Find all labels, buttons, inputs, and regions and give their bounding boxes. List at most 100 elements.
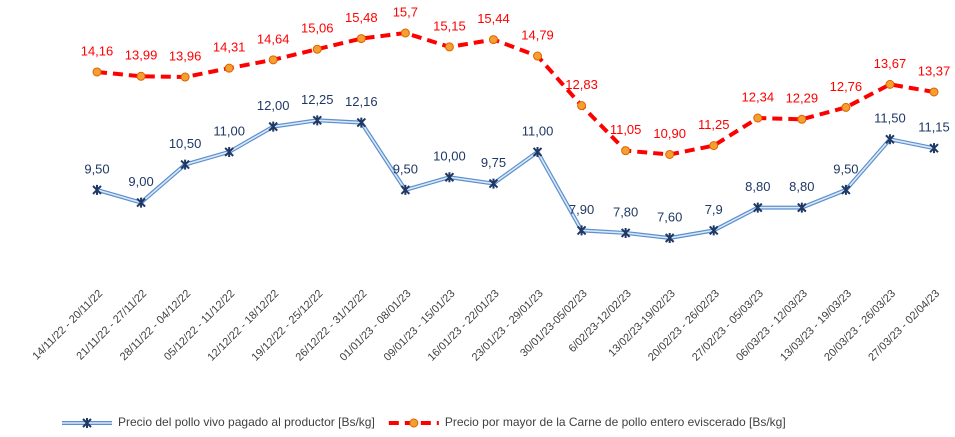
data-label: 9,75 [481, 155, 506, 170]
data-label: 10,50 [169, 136, 202, 151]
marker-shape [841, 184, 851, 195]
legend-marker [409, 418, 419, 428]
marker [885, 79, 895, 89]
marker-shape [753, 202, 763, 213]
marker [488, 35, 498, 45]
data-label: 12,34 [742, 89, 775, 104]
data-label: 14,79 [521, 27, 554, 42]
marker-shape [400, 184, 411, 195]
marker [664, 233, 675, 243]
marker [753, 113, 763, 123]
marker [532, 146, 543, 157]
marker-shape [532, 146, 543, 157]
marker [356, 117, 367, 128]
marker-shape [268, 121, 278, 132]
data-label: 14,16 [81, 43, 114, 58]
data-label: 9,50 [84, 161, 109, 176]
series-line [96, 119, 935, 239]
data-label: 7,9 [705, 202, 723, 217]
legend-marker [82, 418, 92, 428]
marker [356, 34, 366, 44]
series-line [96, 30, 935, 157]
legend-label: Precio por mayor de la Carne de pollo en… [445, 415, 786, 429]
marker [92, 184, 102, 195]
marker [224, 63, 234, 73]
marker [136, 197, 146, 208]
data-label: 7,60 [657, 209, 682, 224]
data-label: 11,00 [522, 123, 554, 138]
data-label: 12,83 [565, 77, 598, 92]
data-label: 12,00 [257, 98, 290, 113]
marker [488, 178, 499, 189]
data-label: 15,48 [345, 10, 378, 25]
marker [841, 102, 851, 112]
marker [533, 51, 543, 61]
marker [92, 67, 102, 77]
data-label: 13,67 [874, 56, 907, 71]
data-label: 14,31 [213, 40, 246, 55]
data-label: 10,00 [433, 149, 466, 164]
marker-shape [488, 178, 499, 189]
marker [268, 55, 278, 65]
marker [136, 71, 146, 81]
data-label: 12,25 [301, 92, 334, 107]
marker-shape [664, 233, 675, 243]
marker [576, 225, 587, 236]
data-label: 7,90 [569, 202, 594, 217]
marker [312, 44, 322, 54]
marker [224, 146, 234, 157]
marker [400, 184, 411, 195]
data-label: 12,16 [345, 94, 378, 109]
marker [929, 143, 939, 154]
data-label: 10,90 [653, 126, 686, 141]
data-label: 13,99 [125, 48, 158, 63]
data-label: 15,06 [301, 21, 334, 36]
marker-shape [797, 202, 807, 213]
marker [709, 225, 719, 236]
marker [444, 172, 455, 183]
data-label: 9,50 [833, 161, 858, 176]
marker-shape [224, 146, 234, 157]
marker-shape [885, 134, 895, 145]
data-label: 8,80 [789, 179, 814, 194]
data-label: 12,29 [786, 91, 819, 106]
marker-shape [92, 184, 102, 195]
legend-label: Precio del pollo vivo pagado al producto… [118, 415, 375, 429]
marker-shape [929, 143, 939, 154]
data-label: 11,50 [874, 111, 906, 126]
marker [268, 121, 278, 132]
data-label: 13,96 [169, 48, 202, 63]
marker [841, 184, 851, 195]
marker [753, 202, 763, 213]
marker-shape [709, 225, 719, 236]
data-label: 15,15 [433, 18, 466, 33]
marker [709, 141, 719, 151]
data-label: 7,80 [613, 204, 638, 219]
marker-shape [356, 117, 367, 128]
marker [400, 28, 410, 38]
data-label: 9,50 [393, 161, 418, 176]
marker [620, 227, 631, 238]
data-label: 11,00 [213, 123, 245, 138]
marker-shape [444, 172, 455, 183]
data-label: 9,00 [128, 174, 153, 189]
data-label: 15,44 [477, 11, 510, 26]
marker [621, 146, 631, 156]
data-label: 11,15 [918, 120, 950, 135]
marker-shape [312, 115, 322, 126]
marker [665, 149, 675, 159]
data-label: 13,37 [918, 63, 951, 78]
data-label: 11,25 [698, 117, 730, 132]
data-label: 12,76 [830, 79, 863, 94]
marker-shape [180, 159, 190, 170]
marker-shape [576, 225, 587, 236]
marker [577, 101, 587, 111]
marker [312, 115, 322, 126]
marker [180, 159, 190, 170]
data-label: 8,80 [745, 179, 770, 194]
data-label: 15,7 [393, 4, 418, 19]
marker [885, 134, 895, 145]
data-label: 11,05 [610, 122, 642, 137]
marker [180, 72, 190, 82]
